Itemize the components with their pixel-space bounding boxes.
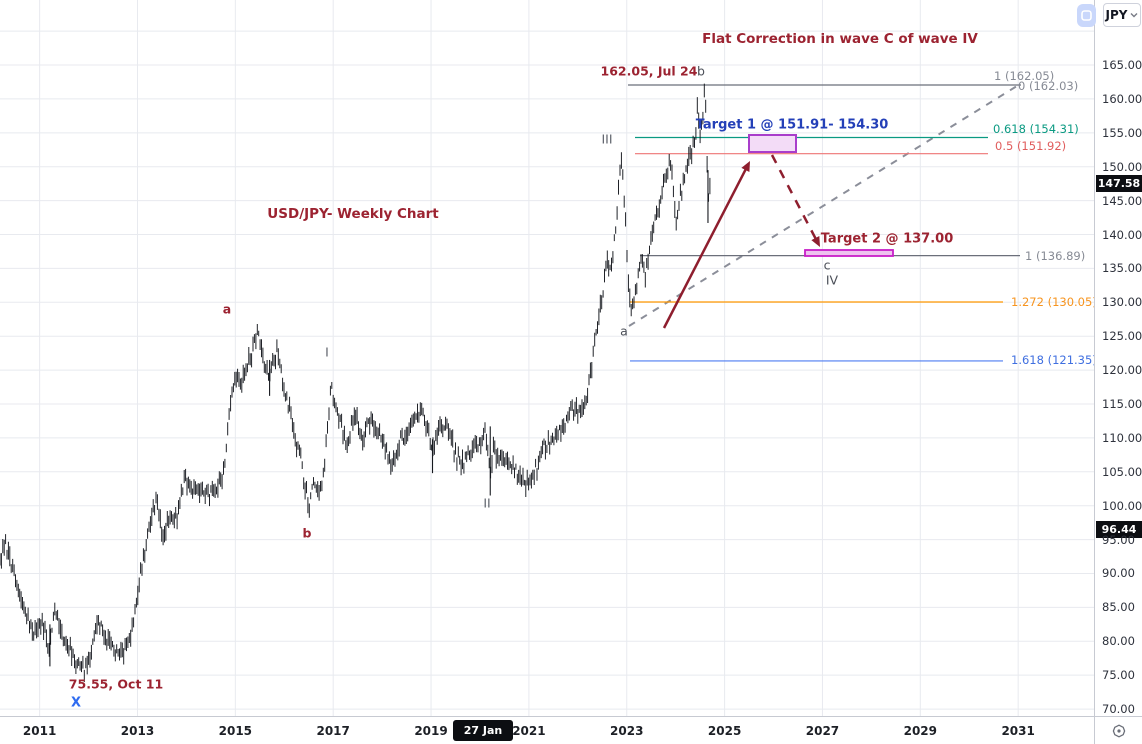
price-tick-label: 140.00 <box>1102 227 1142 242</box>
arrow-up-solid[interactable] <box>662 164 749 329</box>
arrow-down-dashed-head <box>811 236 820 247</box>
price-tick-label: 95.00 <box>1102 532 1135 547</box>
price-tick-label: 160.00 <box>1102 91 1142 106</box>
price-tick-label: 75.00 <box>1102 668 1135 683</box>
time-tick-label: 2015 <box>218 724 253 738</box>
price-tick-label: 105.00 <box>1102 464 1142 479</box>
annotation-target2-label[interactable]: Target 2 @ 137.00 <box>820 231 954 247</box>
annotation-wave-a-2023[interactable]: a <box>620 323 628 339</box>
target1-zone-box[interactable] <box>748 134 797 153</box>
time-tick-label: 2027 <box>805 724 840 738</box>
annotation-wave-III[interactable]: III <box>601 131 613 147</box>
price-tick-label: 110.00 <box>1102 430 1142 445</box>
maximize-button[interactable] <box>1077 4 1096 27</box>
axis-corner <box>1094 716 1142 744</box>
price-tick-label: 100.00 <box>1102 498 1142 513</box>
price-tick-label: 145.00 <box>1102 193 1142 208</box>
arrow-up-solid-head <box>741 161 750 172</box>
price-tick-label: 90.00 <box>1102 566 1135 581</box>
price-tick-label: 120.00 <box>1102 363 1142 378</box>
annotation-wave-IV[interactable]: IV <box>825 272 839 288</box>
chevron-down-icon <box>1130 12 1138 18</box>
symbol-selector-label: JPY <box>1105 8 1128 22</box>
time-tick-label: 2029 <box>903 724 937 738</box>
annotation-wave-b-2024[interactable]: b <box>697 63 705 79</box>
axis-settings-gear-icon[interactable] <box>1111 723 1127 739</box>
price-axis[interactable]: 147.58 96.44 165.00 160.00 155.00 150.00 145… <box>1094 0 1142 716</box>
trendline-dashed[interactable] <box>628 85 1018 327</box>
price-tick-label: 125.00 <box>1102 329 1142 344</box>
price-tick-label: 165.00 <box>1102 58 1142 73</box>
price-tick-label: 130.00 <box>1102 295 1142 310</box>
annotation-flat-correction-title[interactable]: Flat Correction in wave C of wave IV <box>702 31 978 47</box>
price-tick-label: 80.00 <box>1102 634 1135 649</box>
date-badge: 27 Jan '20 <box>453 720 513 741</box>
time-tick-label: 2023 <box>610 724 644 738</box>
current-price-badge: 147.58 <box>1096 174 1142 192</box>
time-tick-label: 2013 <box>120 724 155 738</box>
price-tick-label: 155.00 <box>1102 125 1142 140</box>
secondary-price-badge: 96.44 <box>1096 521 1142 539</box>
price-tick-label: 115.00 <box>1102 397 1142 411</box>
annotation-target1-label[interactable]: Target 1 @ 151.91- 154.30 <box>695 117 889 133</box>
time-tick-label: 2017 <box>316 724 350 738</box>
price-tick-label: 150.00 <box>1102 159 1142 174</box>
annotation-wave-X[interactable]: X <box>70 695 82 711</box>
annotation-peak-price-label[interactable]: 162.05, Jul 24 <box>600 63 698 79</box>
price-tick-label: 70.00 <box>1102 702 1135 717</box>
maximize-icon <box>1079 8 1094 23</box>
price-bars <box>0 83 711 682</box>
time-axis[interactable]: 27 Jan '20 2011 2013 2015 2017 2019 2021 2023 2… <box>0 716 1142 744</box>
annotation-wave-II[interactable]: II <box>483 495 491 511</box>
annotation-chart-title[interactable]: USD/JPY- Weekly Chart <box>267 206 439 222</box>
price-chart-canvas[interactable] <box>0 0 1094 716</box>
annotation-low-price-label[interactable]: 75.55, Oct 11 <box>68 676 164 692</box>
annotation-wave-a-2015[interactable]: a <box>222 301 232 317</box>
time-tick-label: 2021 <box>512 724 546 738</box>
symbol-selector[interactable]: JPY <box>1103 3 1141 27</box>
annotation-wave-c[interactable]: c <box>823 257 831 273</box>
time-tick-label: 2031 <box>1001 724 1035 738</box>
time-tick-label: 2025 <box>707 724 742 738</box>
target2-zone-bar[interactable] <box>804 249 894 257</box>
annotation-wave-I[interactable]: I <box>325 344 329 360</box>
time-tick-label: 2019 <box>414 724 448 738</box>
price-tick-label: 85.00 <box>1102 600 1135 615</box>
price-tick-label: 135.00 <box>1102 261 1142 276</box>
annotation-wave-b-2016[interactable]: b <box>302 525 312 541</box>
arrow-down-dashed[interactable] <box>770 154 819 244</box>
time-tick-label: 2011 <box>22 724 57 738</box>
